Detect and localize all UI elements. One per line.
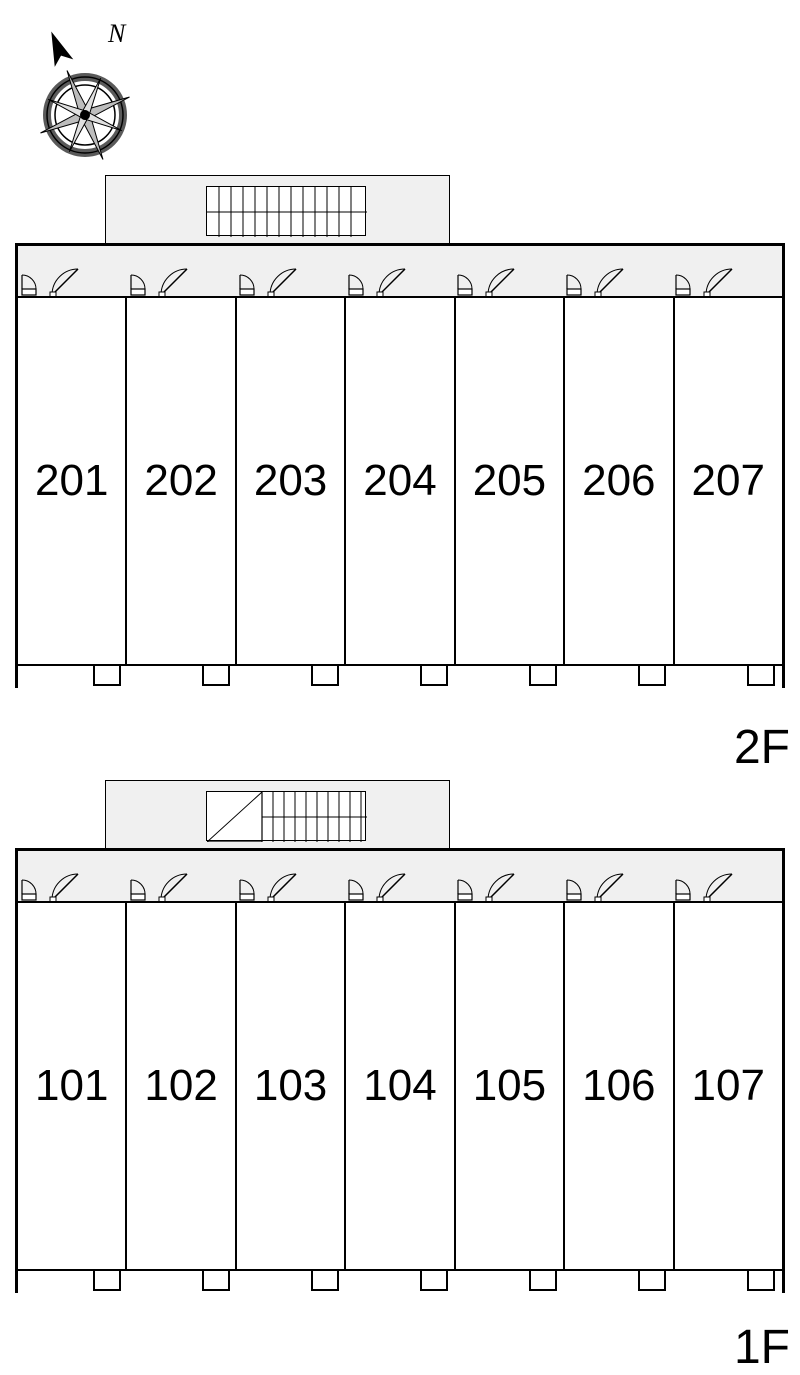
units-row-2f: 201 202 203 204 205 206 207 [15,296,785,666]
unit-label: 104 [363,1061,436,1111]
unit-label: 203 [254,456,327,506]
unit-107: 107 [675,903,782,1269]
stairs-2f [206,186,366,236]
balcony [311,1271,339,1291]
unit-label: 204 [363,456,436,506]
unit-105: 105 [456,903,565,1269]
door-swings-1f [15,870,785,903]
balcony [638,1271,666,1291]
balconies-2f [15,666,785,688]
unit-label: 201 [35,456,108,506]
unit-207: 207 [675,298,782,664]
balcony [529,666,557,686]
door-swings-2f [15,265,785,298]
stairs-1f [206,791,366,841]
unit-label: 205 [473,456,546,506]
balcony [93,666,121,686]
balcony [202,666,230,686]
doors-2f [15,265,785,298]
balcony [747,1271,775,1291]
doors-1f [15,870,785,903]
unit-205: 205 [456,298,565,664]
unit-101: 101 [18,903,127,1269]
balconies-1f [15,1271,785,1293]
balcony [420,666,448,686]
stair-enclosure-1f [105,780,450,850]
unit-label: 106 [582,1061,655,1111]
floor-label-2f: 2F [734,720,790,775]
unit-label: 206 [582,456,655,506]
balcony [420,1271,448,1291]
compass-north-label: N [107,20,127,48]
floor-2f: 201 202 203 204 205 206 207 [15,175,785,695]
unit-label: 105 [473,1061,546,1111]
compass: N [30,20,150,185]
unit-label: 101 [35,1061,108,1111]
unit-label: 207 [692,456,765,506]
unit-103: 103 [237,903,346,1269]
balcony [529,1271,557,1291]
unit-201: 201 [18,298,127,664]
unit-203: 203 [237,298,346,664]
stair-enclosure-2f [105,175,450,245]
unit-102: 102 [127,903,236,1269]
units-row-1f: 101 102 103 104 105 106 107 [15,901,785,1271]
balcony [638,666,666,686]
unit-104: 104 [346,903,455,1269]
unit-106: 106 [565,903,674,1269]
unit-202: 202 [127,298,236,664]
floor-1f: 101 102 103 104 105 106 107 [15,780,785,1300]
unit-label: 102 [144,1061,217,1111]
balcony [202,1271,230,1291]
unit-label: 107 [692,1061,765,1111]
unit-204: 204 [346,298,455,664]
unit-label: 202 [144,456,217,506]
balcony [747,666,775,686]
balcony [93,1271,121,1291]
floor-label-1f: 1F [734,1320,790,1375]
unit-206: 206 [565,298,674,664]
balcony [311,666,339,686]
unit-label: 103 [254,1061,327,1111]
